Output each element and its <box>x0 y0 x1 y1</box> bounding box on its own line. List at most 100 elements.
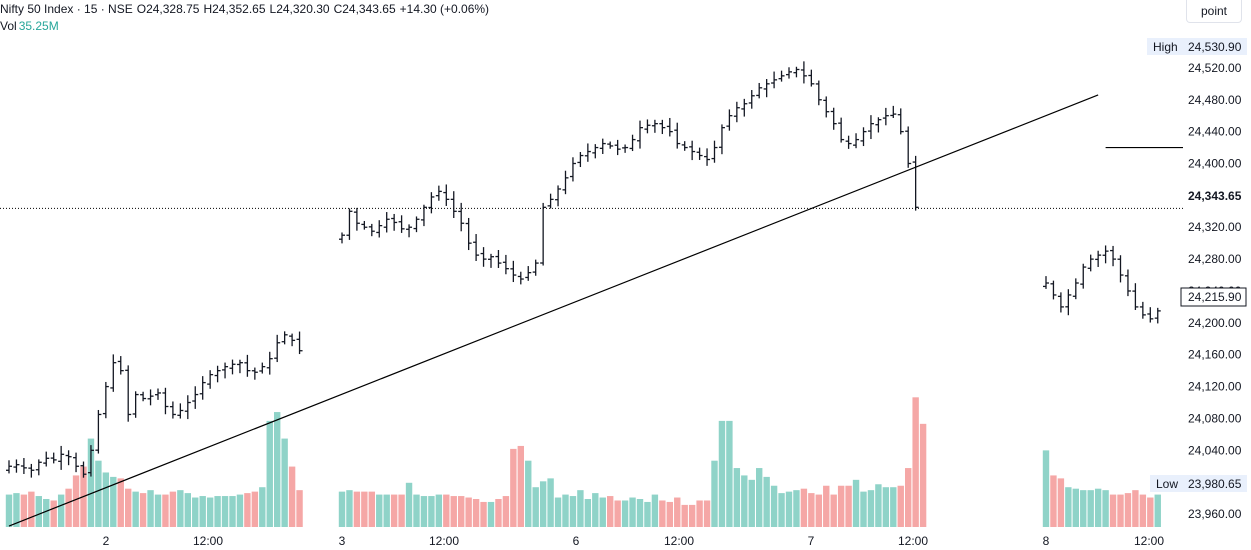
ohlc-bar <box>890 105 897 118</box>
ohlc-bar <box>125 365 132 422</box>
volume-bar <box>353 491 361 527</box>
volume-bar <box>346 490 353 527</box>
high-label: High <box>1153 40 1178 54</box>
volume-bar <box>562 494 569 527</box>
volume-bar <box>1102 490 1109 527</box>
trendline[interactable] <box>8 94 1099 527</box>
ohlc-bar <box>398 215 405 233</box>
price-tick-label: 24,400.00 <box>1188 156 1242 170</box>
volume-bar <box>259 487 266 527</box>
volume-bar <box>1072 488 1079 527</box>
volume-bar <box>65 488 72 527</box>
volume-bar <box>688 504 696 527</box>
ohlc-bar <box>6 460 12 474</box>
ohlc-bar <box>1072 278 1079 300</box>
ohlc-bar <box>346 208 353 240</box>
volume-bar <box>770 485 778 527</box>
volume-bar <box>852 479 860 527</box>
ohlc-bar <box>689 140 696 161</box>
volume-bar <box>1109 494 1117 527</box>
volume-bar <box>368 491 375 527</box>
price-tick-label: 24,280.00 <box>1188 252 1242 266</box>
ohlc-bar <box>532 259 539 276</box>
volume-bar <box>435 494 443 527</box>
volume-bar <box>221 496 229 527</box>
ohlc-bar <box>733 101 740 123</box>
ohlc-bar <box>87 445 94 477</box>
ohlc-bar <box>281 331 288 345</box>
volume-bar <box>733 468 741 527</box>
low-label: Low <box>1156 477 1178 491</box>
ohlc-bar <box>555 185 562 207</box>
volume-bar <box>726 420 733 527</box>
ohlc-bar <box>540 202 547 266</box>
volume-bar <box>274 412 281 527</box>
scale-mode-button[interactable]: point <box>1186 0 1242 23</box>
volume-bar <box>659 500 666 527</box>
ohlc-bar <box>741 98 748 117</box>
volume-bar <box>266 420 273 527</box>
volume-bar <box>547 478 554 527</box>
ohlc-bar <box>711 140 718 163</box>
volume-bar <box>875 484 882 527</box>
volume-bar <box>651 494 659 527</box>
time-tick-label: 7 <box>808 534 815 548</box>
ohlc-bar <box>435 185 442 201</box>
volume-bar <box>756 468 763 527</box>
volume-bar <box>206 497 214 527</box>
volume-bar <box>244 493 251 527</box>
ohlc-bar <box>155 388 161 400</box>
volume-bar <box>502 496 510 527</box>
ohlc-bar <box>266 351 273 375</box>
time-tick-label: 12:00 <box>664 534 694 548</box>
volume-bar <box>644 501 651 527</box>
ohlc-bar <box>495 249 502 268</box>
volume-bar <box>666 501 673 527</box>
volume-bar <box>13 493 20 527</box>
volume-bar <box>390 494 398 527</box>
ohlc-bar <box>905 126 912 168</box>
ohlc-bar <box>666 117 673 137</box>
volume-bar <box>465 497 472 527</box>
volume-bar <box>830 494 837 527</box>
ohlc-bar <box>229 359 236 375</box>
volume-bar <box>577 490 584 527</box>
volume-bar <box>251 491 259 527</box>
ohlc-bar <box>20 458 27 475</box>
volume-bar <box>890 487 897 527</box>
volume-bar <box>1139 494 1147 527</box>
ohlc-bar <box>562 170 569 195</box>
time-axis[interactable]: 2 12:00 3 12:00 6 12:00 7 12:00 8 12:00 <box>103 534 1165 548</box>
volume-bar <box>1042 450 1050 527</box>
volume-label[interactable]: Vol <box>0 19 17 33</box>
price-tick-label: 24,120.00 <box>1188 380 1242 394</box>
time-tick-label: 6 <box>573 534 580 548</box>
volume-bar <box>361 491 368 527</box>
ohlc-bar <box>1110 245 1117 267</box>
ohlc-bar <box>1043 276 1049 289</box>
ohlc-bar <box>1139 301 1146 319</box>
volume-bar <box>599 497 606 527</box>
ohlc-bar <box>13 459 20 473</box>
volume-bar <box>815 494 822 527</box>
volume-bar <box>748 479 755 527</box>
close-value-legend: C24,343.65 <box>333 2 396 16</box>
volume-bar <box>117 478 124 527</box>
ohlc-bar <box>1124 269 1131 297</box>
volume-bar <box>132 491 139 527</box>
ohlc-bar <box>1132 283 1139 310</box>
price-tick-label: 24,080.00 <box>1188 411 1242 425</box>
time-tick-label: 12:00 <box>429 534 459 548</box>
volume-bar <box>1087 490 1094 527</box>
volume-bar <box>398 494 405 527</box>
volume-bar <box>383 494 390 527</box>
symbol-name[interactable]: Nifty 50 Index · 15 · NSE <box>0 2 133 16</box>
ohlc-bar <box>361 220 368 230</box>
open-value: O24,328.75 <box>136 2 200 16</box>
volume-bar <box>532 487 539 527</box>
ohlc-bar <box>132 391 139 418</box>
ohlc-bar <box>1117 255 1124 283</box>
ohlc-bar <box>771 71 778 89</box>
volume-bar <box>169 491 177 527</box>
